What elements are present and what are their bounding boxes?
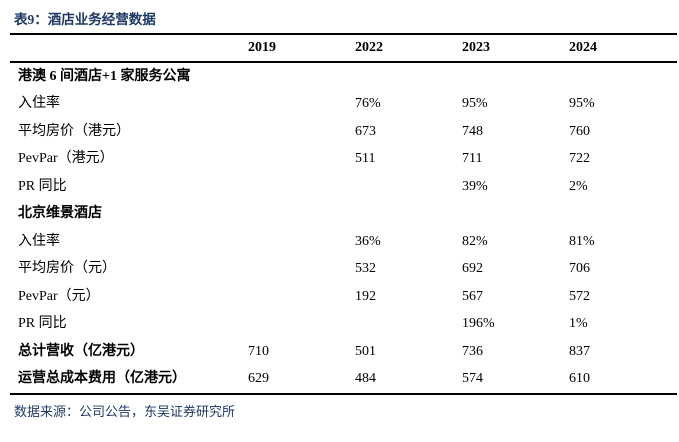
cell: 484 [355,371,376,387]
cell: 36% [355,233,381,249]
cell: 532 [355,261,376,277]
row-label: 总计营收（亿港元） [18,343,144,359]
table-row-section-hk-macau: 港澳 6 间酒店+1 家服务公寓 [10,63,677,91]
row-label: 入住率 [18,96,60,112]
data-source-note: 数据来源：公司公告，东吴证券研究所 [14,404,236,419]
cell: 95% [569,96,595,112]
cell: 76% [355,96,381,112]
table-row-revpar-bj: PevPar（元） 192 567 572 [10,283,677,311]
cell: 81% [569,233,595,249]
row-label: 北京维景酒店 [18,206,102,222]
row-label: 运营总成本费用（亿港元） [18,371,186,387]
data-table: 2019 2022 2023 2024 港澳 6 间酒店+1 家服务公寓 入住率… [10,33,677,395]
cell: 760 [569,123,590,139]
table-row-pr-yoy-bj: PR 同比 196% 1% [10,311,677,339]
cell: 95% [462,96,488,112]
cell: 736 [462,343,483,359]
table-header-row: 2019 2022 2023 2024 [10,35,677,63]
cell: 567 [462,288,483,304]
cell: 692 [462,261,483,277]
cell: 2% [569,178,588,194]
cell: 501 [355,343,376,359]
row-label: 平均房价（港元） [18,123,130,139]
header-year-2023: 2023 [462,40,490,55]
row-label: 港澳 6 间酒店+1 家服务公寓 [18,68,191,84]
table-row-revpar-hk: PevPar（港元） 511 711 722 [10,146,677,174]
table-row-total-operating-cost: 运营总成本费用（亿港元） 629 484 574 610 [10,366,677,394]
cell: 711 [462,151,483,167]
row-label: PevPar（港元） [18,151,114,167]
cell: 1% [569,316,588,332]
table-title: 表9：酒店业务经营数据 [14,12,156,27]
row-label: PR 同比 [18,316,67,332]
table-row-occupancy-hk: 入住率 76% 95% 95% [10,91,677,119]
cell: 82% [462,233,488,249]
header-year-2019: 2019 [248,40,276,55]
table-row-section-beijing: 北京维景酒店 [10,201,677,229]
row-label: 入住率 [18,233,60,249]
cell: 196% [462,316,495,332]
cell: 673 [355,123,376,139]
cell: 192 [355,288,376,304]
cell: 722 [569,151,590,167]
row-label: PR 同比 [18,178,67,194]
header-year-2024: 2024 [569,40,597,55]
cell: 706 [569,261,590,277]
header-year-2022: 2022 [355,40,383,55]
table-row-total-revenue: 总计营收（亿港元） 710 501 736 837 [10,338,677,366]
cell: 610 [569,371,590,387]
row-label: PevPar（元） [18,288,100,304]
cell: 748 [462,123,483,139]
cell: 837 [569,343,590,359]
table-row-pr-yoy-hk: PR 同比 39% 2% [10,173,677,201]
table-row-adr-bj: 平均房价（元） 532 692 706 [10,256,677,284]
cell: 511 [355,151,376,167]
row-label: 平均房价（元） [18,261,116,277]
table-row-adr-hk: 平均房价（港元） 673 748 760 [10,118,677,146]
table-row-occupancy-bj: 入住率 36% 82% 81% [10,228,677,256]
cell: 710 [248,343,269,359]
cell: 574 [462,371,483,387]
cell: 572 [569,288,590,304]
cell: 629 [248,371,269,387]
cell: 39% [462,178,488,194]
